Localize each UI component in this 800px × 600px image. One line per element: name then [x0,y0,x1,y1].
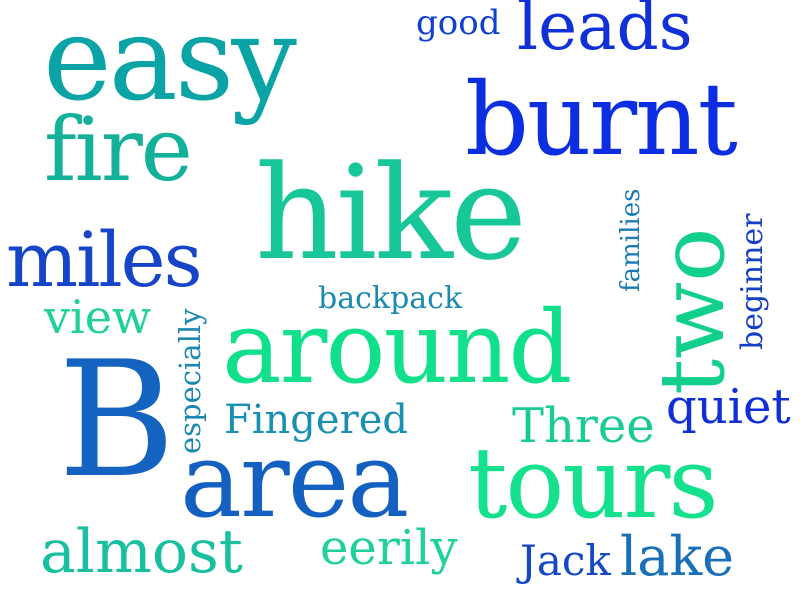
word-leads: leads [517,0,693,65]
word-fingered: Fingered [224,397,408,443]
word-around: around [222,289,572,406]
word-three: Three [512,398,655,454]
word-easy: easy [43,0,297,127]
word-area: area [180,419,409,541]
word-view: view [44,290,152,344]
word-almost: almost [40,517,243,587]
word-miles: miles [6,215,203,304]
word-b: B [58,326,176,513]
word-jack: Jack [520,536,611,585]
word-quiet: quiet [666,379,791,435]
word-beginner: beginner [735,213,770,351]
word-hike: hike [255,137,527,289]
word-good: good [416,3,501,43]
word-tours: tours [468,427,719,541]
word-eerily: eerily [320,520,458,576]
word-backpack: backpack [318,281,463,316]
word-burnt: burnt [465,61,738,178]
word-fire: fire [44,98,193,201]
word-two: two [640,227,745,395]
word-lake: lake [620,525,735,588]
